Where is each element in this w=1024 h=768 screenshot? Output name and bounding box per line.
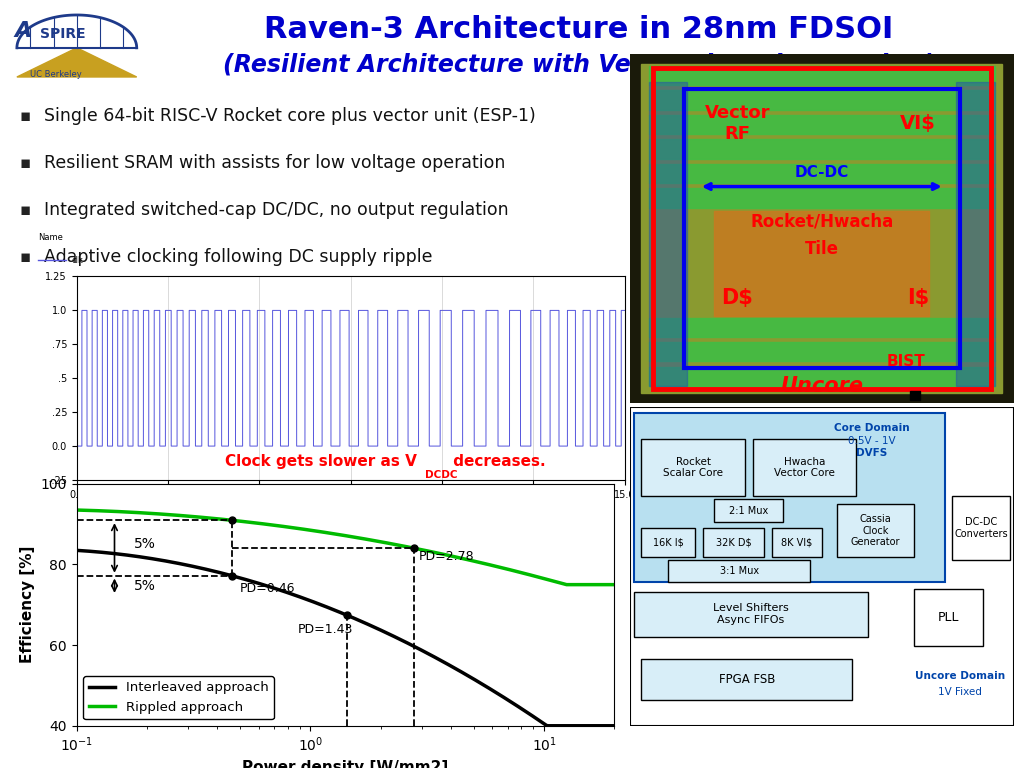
- Bar: [715, 499, 783, 521]
- Text: clk: clk: [72, 256, 83, 265]
- Text: Adaptive clocking following DC supply ripple: Adaptive clocking following DC supply ri…: [44, 248, 432, 266]
- Text: Level Shifters
Async FIFOs: Level Shifters Async FIFOs: [713, 604, 788, 625]
- Text: Core Domain: Core Domain: [834, 422, 909, 432]
- Text: Single 64-bit RISC-V Rocket core plus vector unit (ESP-1): Single 64-bit RISC-V Rocket core plus ve…: [44, 107, 536, 125]
- Text: ▪: ▪: [19, 107, 31, 125]
- Text: FPGA FSB: FPGA FSB: [719, 673, 775, 686]
- Text: PLL: PLL: [938, 611, 959, 624]
- Bar: [684, 88, 961, 369]
- Text: DC-DC: DC-DC: [795, 164, 849, 180]
- Text: (Resilient Architecture with Vector-thread ExecutioN): (Resilient Architecture with Vector-thre…: [222, 52, 935, 77]
- Bar: [649, 188, 994, 207]
- Bar: [952, 496, 1010, 560]
- Polygon shape: [16, 48, 137, 77]
- Text: 3:1 Mux: 3:1 Mux: [720, 566, 759, 576]
- Text: Vector
RF: Vector RF: [705, 104, 770, 143]
- Bar: [649, 66, 994, 85]
- Bar: [649, 318, 994, 337]
- Text: Resilient SRAM with assists for low voltage operation: Resilient SRAM with assists for low volt…: [44, 154, 506, 172]
- Text: Raven-3 Architecture in 28nm FDSOI: Raven-3 Architecture in 28nm FDSOI: [264, 15, 893, 44]
- Text: 16K I$: 16K I$: [652, 538, 684, 548]
- Bar: [641, 439, 745, 496]
- Text: 5%: 5%: [133, 579, 156, 593]
- Text: DC-DC
Converters: DC-DC Converters: [954, 518, 1008, 539]
- Text: Uncore Domain: Uncore Domain: [914, 671, 1006, 681]
- Bar: [649, 366, 994, 386]
- Bar: [641, 659, 852, 700]
- Text: SPIRE: SPIRE: [40, 27, 85, 41]
- Bar: [910, 391, 920, 399]
- Text: Tile: Tile: [805, 240, 839, 259]
- Text: DVFS: DVFS: [856, 449, 888, 458]
- Text: Hwacha
Vector Core: Hwacha Vector Core: [774, 457, 835, 478]
- Bar: [634, 592, 868, 637]
- Bar: [956, 81, 994, 386]
- Text: ▪: ▪: [19, 201, 31, 219]
- Text: Name: Name: [39, 233, 63, 242]
- Bar: [649, 164, 994, 183]
- Bar: [913, 589, 983, 646]
- Text: PD=0.46: PD=0.46: [240, 582, 295, 594]
- Bar: [649, 342, 994, 361]
- Text: Rocket
Scalar Core: Rocket Scalar Core: [664, 457, 723, 478]
- Text: PD=2.78: PD=2.78: [419, 551, 475, 563]
- Text: A: A: [14, 21, 32, 41]
- Text: decreases.: decreases.: [449, 454, 546, 468]
- Text: Cassia
Clock
Generator: Cassia Clock Generator: [851, 514, 900, 547]
- Bar: [668, 560, 810, 582]
- Text: Integrated switched-cap DC/DC, no output regulation: Integrated switched-cap DC/DC, no output…: [44, 201, 509, 219]
- Bar: [772, 528, 821, 557]
- Bar: [753, 439, 856, 496]
- Text: Uncore: Uncore: [780, 376, 863, 396]
- Text: ▪: ▪: [19, 248, 31, 266]
- Bar: [649, 81, 687, 386]
- Text: DCDC: DCDC: [425, 470, 457, 480]
- Bar: [653, 68, 990, 389]
- Bar: [838, 505, 913, 557]
- Bar: [649, 91, 994, 110]
- Text: I$: I$: [906, 288, 929, 309]
- Bar: [641, 528, 695, 557]
- Bar: [715, 211, 930, 316]
- Bar: [634, 413, 945, 582]
- Text: D$: D$: [721, 288, 754, 309]
- X-axis label: time (ns): time (ns): [326, 505, 376, 515]
- Text: 32K D$: 32K D$: [716, 538, 752, 548]
- Bar: [649, 139, 994, 159]
- Text: Clock gets slower as V: Clock gets slower as V: [224, 454, 417, 468]
- Text: ▪: ▪: [19, 154, 31, 172]
- Text: UC Berkeley: UC Berkeley: [31, 70, 82, 79]
- Y-axis label: Efficiency [%]: Efficiency [%]: [20, 546, 35, 664]
- Text: 0.5V - 1V: 0.5V - 1V: [848, 435, 896, 445]
- Text: 2:1 Mux: 2:1 Mux: [729, 505, 768, 515]
- Text: BIST: BIST: [887, 354, 926, 369]
- Text: 8K VI$: 8K VI$: [781, 538, 812, 548]
- Bar: [649, 115, 994, 134]
- X-axis label: Power density [W/mm2]: Power density [W/mm2]: [243, 760, 449, 768]
- Text: Rocket/Hwacha: Rocket/Hwacha: [751, 213, 893, 230]
- Text: 1V Fixed: 1V Fixed: [938, 687, 982, 697]
- Legend: Interleaved approach, Rippled approach: Interleaved approach, Rippled approach: [83, 676, 273, 719]
- Bar: [702, 528, 764, 557]
- Text: PD=1.43: PD=1.43: [298, 624, 353, 636]
- Text: 5%: 5%: [133, 537, 156, 551]
- Text: VI$: VI$: [900, 114, 936, 133]
